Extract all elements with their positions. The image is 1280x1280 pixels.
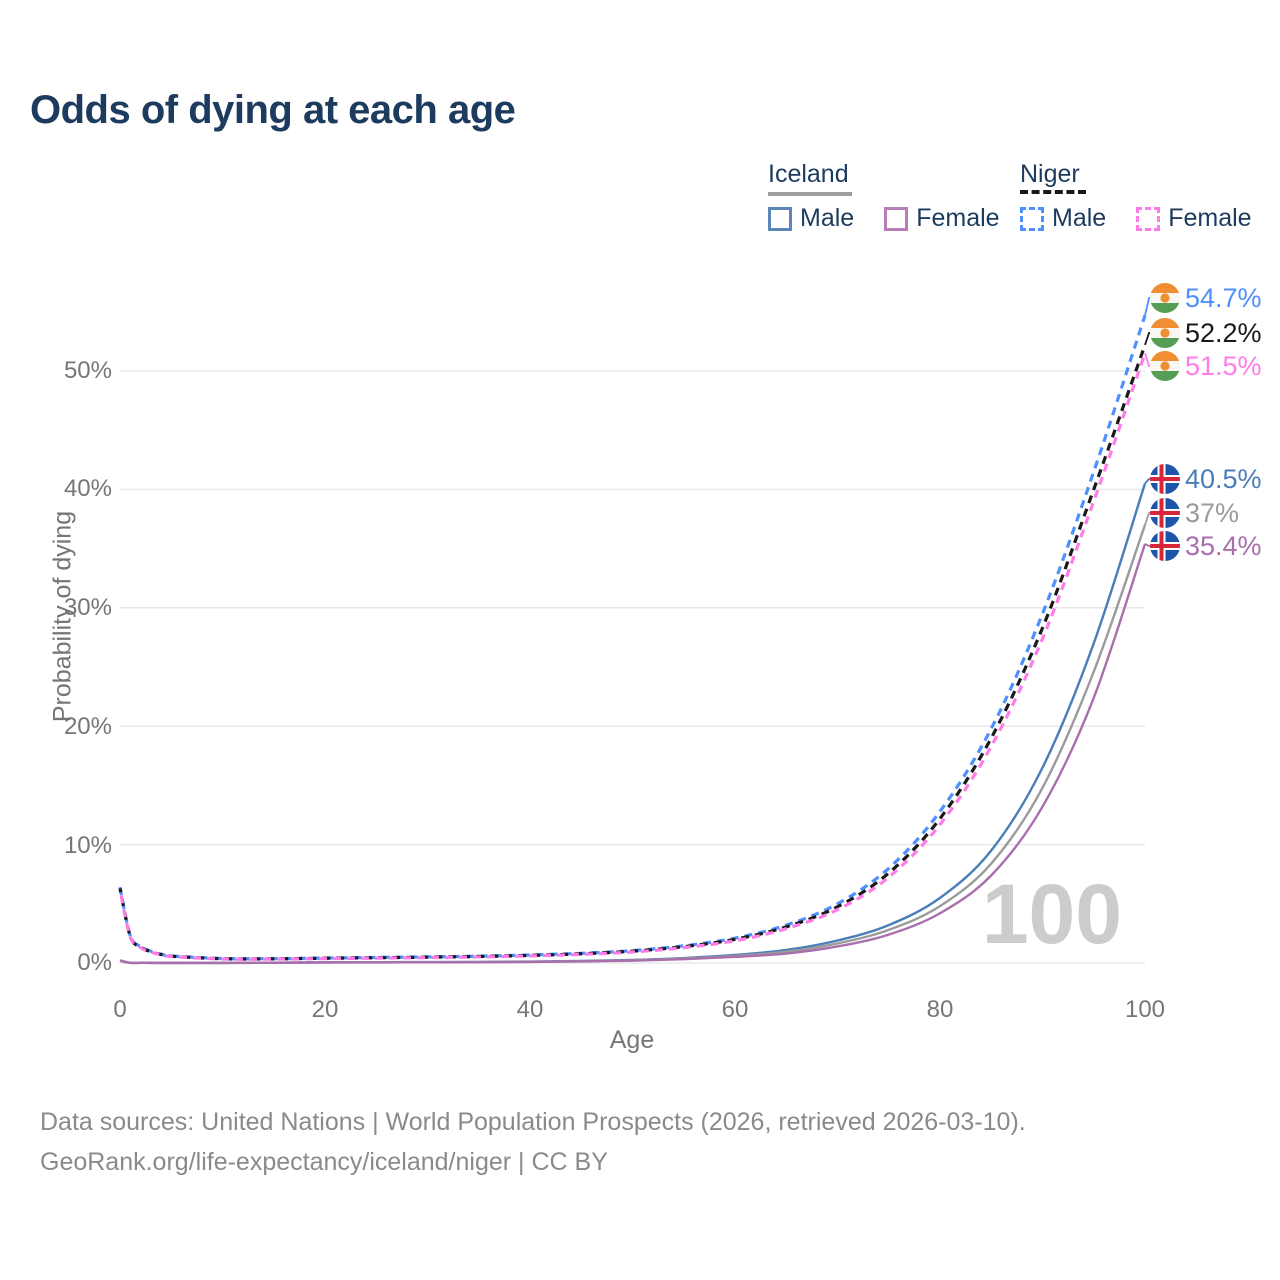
niger-flag-icon — [1150, 318, 1180, 348]
x-tick-40: 40 — [516, 996, 544, 1023]
legend-label-niger-male[interactable]: Male — [1052, 204, 1107, 232]
y-tick-10: 10% — [63, 832, 112, 859]
legend-row-iceland: Male Female — [768, 204, 1000, 233]
end-label-niger-total: 52.2% — [1150, 318, 1262, 348]
footer-source-line: Data sources: United Nations | World Pop… — [40, 1108, 1026, 1136]
legend-row-niger: Male Female — [1020, 204, 1252, 233]
y-tick-20: 20% — [63, 713, 112, 740]
legend-label-niger-female[interactable]: Female — [1168, 204, 1252, 232]
end-label-value: 51.5% — [1185, 351, 1262, 381]
niger-flag-icon — [1150, 351, 1180, 381]
end-label-iceland-total: 37% — [1150, 498, 1239, 528]
x-tick-0: 0 — [113, 996, 127, 1023]
legend-niger-linestyle — [1020, 190, 1086, 194]
footer-link-line: GeoRank.org/life-expectancy/iceland/nige… — [40, 1148, 608, 1176]
x-tick-100: 100 — [1124, 996, 1166, 1023]
end-label-iceland-male: 40.5% — [1150, 464, 1262, 494]
y-tick-30: 30% — [63, 594, 112, 621]
legend-label-iceland-male[interactable]: Male — [800, 204, 855, 232]
end-label-value: 40.5% — [1185, 464, 1262, 494]
y-tick-40: 40% — [63, 475, 112, 502]
end-label-value: 35.4% — [1185, 531, 1262, 561]
x-axis-title: Age — [609, 1026, 655, 1054]
end-label-niger-male: 54.7% — [1150, 283, 1262, 313]
y-tick-0: 0% — [77, 949, 112, 976]
y-tick-50: 50% — [63, 357, 112, 384]
legend-swatch-niger-male[interactable] — [1020, 206, 1044, 231]
end-label-iceland-female: 35.4% — [1150, 531, 1262, 561]
legend-swatch-iceland-female[interactable] — [884, 206, 909, 231]
end-label-value: 37% — [1185, 498, 1240, 528]
end-label-value: 52.2% — [1185, 318, 1262, 348]
legend-swatch-iceland-male[interactable] — [768, 206, 792, 231]
iceland-flag-icon — [1150, 531, 1180, 561]
x-tick-60: 60 — [721, 996, 749, 1023]
age-counter-watermark: 100 — [981, 867, 1122, 961]
page-title: Odds of dying at each age — [30, 88, 516, 132]
end-label-value: 54.7% — [1185, 283, 1262, 313]
x-tick-80: 80 — [926, 996, 954, 1023]
y-axis-title: Probability of dying — [48, 510, 77, 723]
end-label-niger-female: 51.5% — [1150, 351, 1262, 381]
iceland-flag-icon — [1150, 464, 1180, 494]
iceland-flag-icon — [1150, 498, 1180, 528]
niger-flag-icon — [1150, 283, 1180, 313]
legend-swatch-niger-female[interactable] — [1136, 206, 1161, 231]
legend-iceland-header: Iceland — [768, 160, 849, 188]
x-tick-20: 20 — [311, 996, 339, 1023]
legend-niger-header: Niger — [1020, 160, 1080, 188]
legend-iceland-linestyle — [768, 192, 852, 196]
legend-label-iceland-female[interactable]: Female — [916, 204, 1000, 232]
